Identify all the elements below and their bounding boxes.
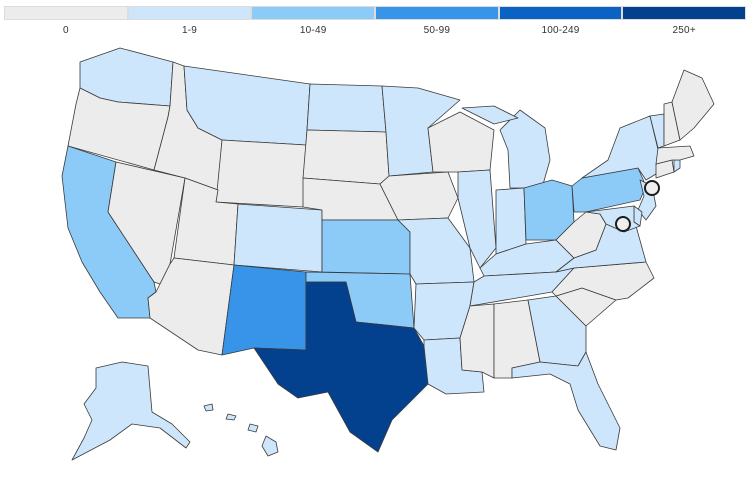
legend-swatch	[498, 6, 623, 20]
legend-item-bin-4[interactable]: 100-249	[498, 6, 623, 36]
legend-swatch	[4, 6, 128, 20]
state-maine[interactable]	[671, 69, 715, 141]
legend-swatch	[127, 6, 252, 20]
state-massachusetts[interactable]	[655, 145, 695, 165]
state-colorado[interactable]	[233, 203, 323, 273]
washington-dc-marker[interactable]	[615, 216, 631, 232]
legend-item-bin-5[interactable]: 250+	[622, 6, 747, 36]
legend-label: 250+	[672, 25, 696, 36]
state-alaska[interactable]	[71, 361, 191, 461]
state-pennsylvania[interactable]	[571, 167, 647, 213]
color-legend: 0 1-9 10-49 50-99 100-249 250+	[4, 6, 747, 36]
state-kansas[interactable]	[321, 219, 411, 275]
state-south-dakota[interactable]	[302, 129, 390, 185]
hawaii-island-big[interactable]	[261, 435, 279, 457]
legend-label: 0	[62, 25, 69, 36]
state-texas[interactable]	[253, 281, 429, 453]
state-florida[interactable]	[511, 351, 621, 451]
state-hawaii[interactable]	[203, 403, 279, 457]
state-wisconsin[interactable]	[427, 111, 495, 173]
hawaii-island-oahu[interactable]	[225, 413, 237, 421]
state-indiana[interactable]	[495, 187, 527, 255]
hawaii-island-kauai[interactable]	[203, 403, 214, 412]
legend-label: 100-249	[541, 25, 580, 36]
legend-swatch	[251, 6, 376, 20]
state-michigan-upper-peninsula[interactable]	[461, 105, 519, 125]
legend-item-bin-0[interactable]: 0	[4, 6, 128, 36]
legend-swatch	[622, 6, 747, 20]
state-new-hampshire[interactable]	[663, 101, 681, 147]
state-wyoming[interactable]	[215, 139, 307, 208]
legend-label: 50-99	[423, 25, 451, 36]
legend-label: 1-9	[181, 25, 198, 36]
state-north-dakota[interactable]	[306, 83, 387, 133]
state-new-york[interactable]	[581, 115, 661, 181]
legend-item-bin-3[interactable]: 50-99	[375, 6, 499, 36]
states-layer	[61, 47, 715, 461]
legend-label: 10-49	[299, 25, 327, 36]
legend-item-bin-1[interactable]: 1-9	[127, 6, 252, 36]
legend-item-bin-2[interactable]: 10-49	[251, 6, 376, 36]
legend-swatch	[375, 6, 499, 20]
state-rhode-island[interactable]	[673, 159, 681, 173]
hawaii-island-maui[interactable]	[247, 423, 259, 433]
state-michigan[interactable]	[499, 109, 551, 189]
state-new-mexico[interactable]	[221, 264, 307, 356]
new-york-city-marker[interactable]	[644, 180, 660, 196]
